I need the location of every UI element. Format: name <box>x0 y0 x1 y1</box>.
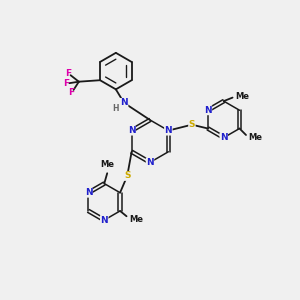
Text: S: S <box>124 171 130 180</box>
Text: N: N <box>120 98 128 107</box>
Text: S: S <box>189 120 195 129</box>
Text: N: N <box>100 216 108 225</box>
Text: Me: Me <box>129 215 143 224</box>
Text: N: N <box>220 133 227 142</box>
Text: Me: Me <box>248 133 262 142</box>
Text: Me: Me <box>235 92 249 101</box>
Text: F: F <box>68 88 74 97</box>
Text: F: F <box>65 69 71 78</box>
Text: N: N <box>204 106 212 115</box>
Text: F: F <box>63 79 70 88</box>
Text: N: N <box>164 126 172 135</box>
Text: H: H <box>112 104 119 113</box>
Text: Me: Me <box>100 160 114 169</box>
Text: N: N <box>146 158 154 167</box>
Text: N: N <box>128 126 136 135</box>
Text: N: N <box>85 188 92 197</box>
